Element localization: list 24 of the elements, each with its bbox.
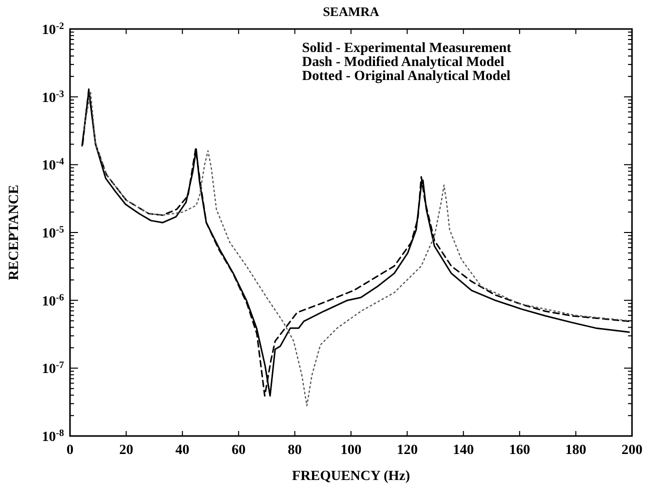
annotation: Solid - Experimental Measurement [302, 41, 512, 56]
x-axis-title: FREQUENCY (Hz) [292, 469, 410, 484]
y-tick-label: 10$^{-4}$ [42, 156, 64, 174]
y-tick-label: 10$^{-8}$ [42, 428, 64, 445]
y-tick-label: 10$^{-5}$ [42, 224, 64, 242]
x-tick-label: 40 [175, 443, 190, 458]
y-tick-label: 10$^{-3}$ [42, 88, 64, 106]
x-tick-label: 60 [232, 443, 246, 458]
x-tick-label: 100 [340, 443, 362, 458]
annotation: Dash - Modified Analytical Model [302, 55, 504, 70]
y-tick-label: 10$^{-2}$ [42, 20, 64, 38]
y-axis-title: RECEPTANCE [7, 184, 22, 280]
x-tick-label: 140 [452, 443, 474, 458]
x-tick-label: 20 [119, 443, 134, 458]
x-tick-label: 160 [509, 443, 530, 458]
x-tick-label: 180 [565, 443, 586, 458]
y-tick-label: 10$^{-7}$ [42, 360, 64, 378]
annotation: Dotted - Original Analytical Model [302, 69, 511, 84]
chart-title: SEAMRA [322, 4, 380, 19]
x-tick-label: 80 [288, 443, 302, 458]
x-tick-label: 120 [396, 443, 418, 458]
y-tick-label: 10$^{-6}$ [42, 292, 64, 310]
x-tick-label: 200 [622, 443, 642, 458]
x-tick-label: 0 [66, 443, 74, 458]
